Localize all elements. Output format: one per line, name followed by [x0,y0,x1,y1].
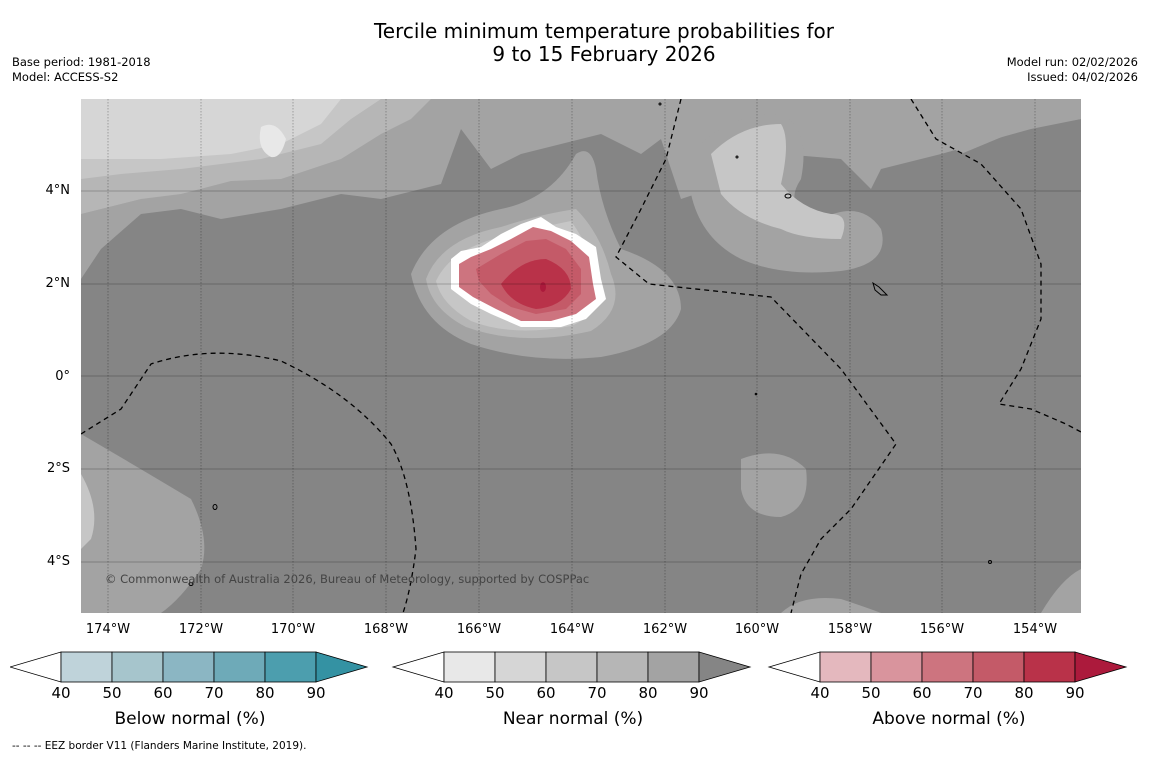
chart-title-line1: Tercile minimum temperature probabilitie… [373,19,835,43]
colorbar-segment [545,651,598,683]
lon-label-154w: 154°W [1012,622,1058,637]
meta-left: Base period: 1981-2018 Model: ACCESS-S2 [12,55,151,85]
colorbar-segment [1023,651,1076,683]
model-text: Model: ACCESS-S2 [12,70,119,84]
colorbar-tick-label: 50 [485,684,505,702]
colorbar-title-near: Near normal (%) [502,709,644,729]
colorbar-tick-label: 50 [861,684,881,702]
colorbar-tick-label: 80 [638,684,658,702]
lon-label-162w: 162°W [642,622,688,637]
colorbar-segment [972,651,1025,683]
colorbar-segment [443,651,496,683]
lon-label-166w: 166°W [456,622,502,637]
colorbar-tick-label: 90 [689,684,709,702]
colorbar-tick-label: 60 [912,684,932,702]
colorbar-segment [111,651,164,683]
colorbar-lower-extension [10,651,62,683]
colorbar-upper-extension [1074,651,1128,683]
colorbar-tick-label: 40 [51,684,71,702]
colorbar-upper-extension [698,651,752,683]
colorbar-tick-label: 80 [1014,684,1034,702]
colorbar-tick-label: 70 [587,684,607,702]
lat-label-2n: 2°N [45,276,71,291]
colorbar-segment [494,651,547,683]
colorbar-segment [213,651,266,683]
colorbar-title-above: Above normal (%) [872,709,1026,729]
colorbar-tick-label: 40 [434,684,454,702]
lon-label-156w: 156°W [919,622,965,637]
colorbar-lower-extension [391,651,445,683]
lon-label-174w: 174°W [85,622,131,637]
colorbar-tick-label: 60 [536,684,556,702]
colorbar-below-normal [10,651,369,683]
colorbar-tick-label: 70 [963,684,983,702]
meta-right: Model run: 02/02/2026 Issued: 04/02/2026 [1007,55,1138,85]
lat-label-4n: 4°N [45,183,71,198]
colorbar-title-below: Below normal (%) [114,709,266,729]
colorbar-tick-label: 50 [102,684,122,702]
islands [188,102,992,586]
colorbar-segment [921,651,974,683]
lat-label-4s: 4°S [46,554,70,569]
lon-label-172w: 172°W [178,622,224,637]
eez-borders [81,99,1081,613]
colorbar-segment [264,651,317,683]
issued-text: Issued: 04/02/2026 [1027,70,1138,84]
lon-label-164w: 164°W [549,622,595,637]
base-period-text: Base period: 1981-2018 [12,55,151,69]
lon-label-168w: 168°W [363,622,409,637]
colorbar-segment [596,651,649,683]
colorbar-segment [162,651,215,683]
colorbar-upper-extension [315,651,369,683]
lon-label-170w: 170°W [270,622,316,637]
colorbar-above-normal [767,651,1128,683]
colorbar-near-normal [391,651,752,683]
colorbar-segment [870,651,923,683]
colorbar-tick-label: 90 [306,684,326,702]
lat-label-2s: 2°S [46,461,70,476]
colorbars [10,651,1128,683]
lon-label-158w: 158°W [827,622,873,637]
lon-label-160w: 160°W [734,622,780,637]
colorbar-tick-label: 90 [1065,684,1085,702]
colorbar-segment [647,651,700,683]
map-gridlines [81,99,1081,613]
colorbar-tick-label: 70 [204,684,224,702]
colorbar-tick-label: 40 [810,684,830,702]
colorbar-lower-extension [767,651,821,683]
colorbar-tick-label: 60 [153,684,173,702]
model-run-text: Model run: 02/02/2026 [1006,55,1138,69]
above-normal-contours [451,217,606,327]
colorbar-segment [819,651,872,683]
chart-title-line2: 9 to 15 February 2026 [492,42,716,66]
lat-label-0: 0° [55,369,70,384]
probability-map [81,99,1081,613]
copyright-text: © Commonwealth of Australia 2026, Bureau… [105,572,590,586]
colorbar-segment [60,651,113,683]
colorbar-tick-label: 80 [255,684,275,702]
eez-footnote: -- -- -- EEZ border V11 (Flanders Marine… [12,740,307,752]
